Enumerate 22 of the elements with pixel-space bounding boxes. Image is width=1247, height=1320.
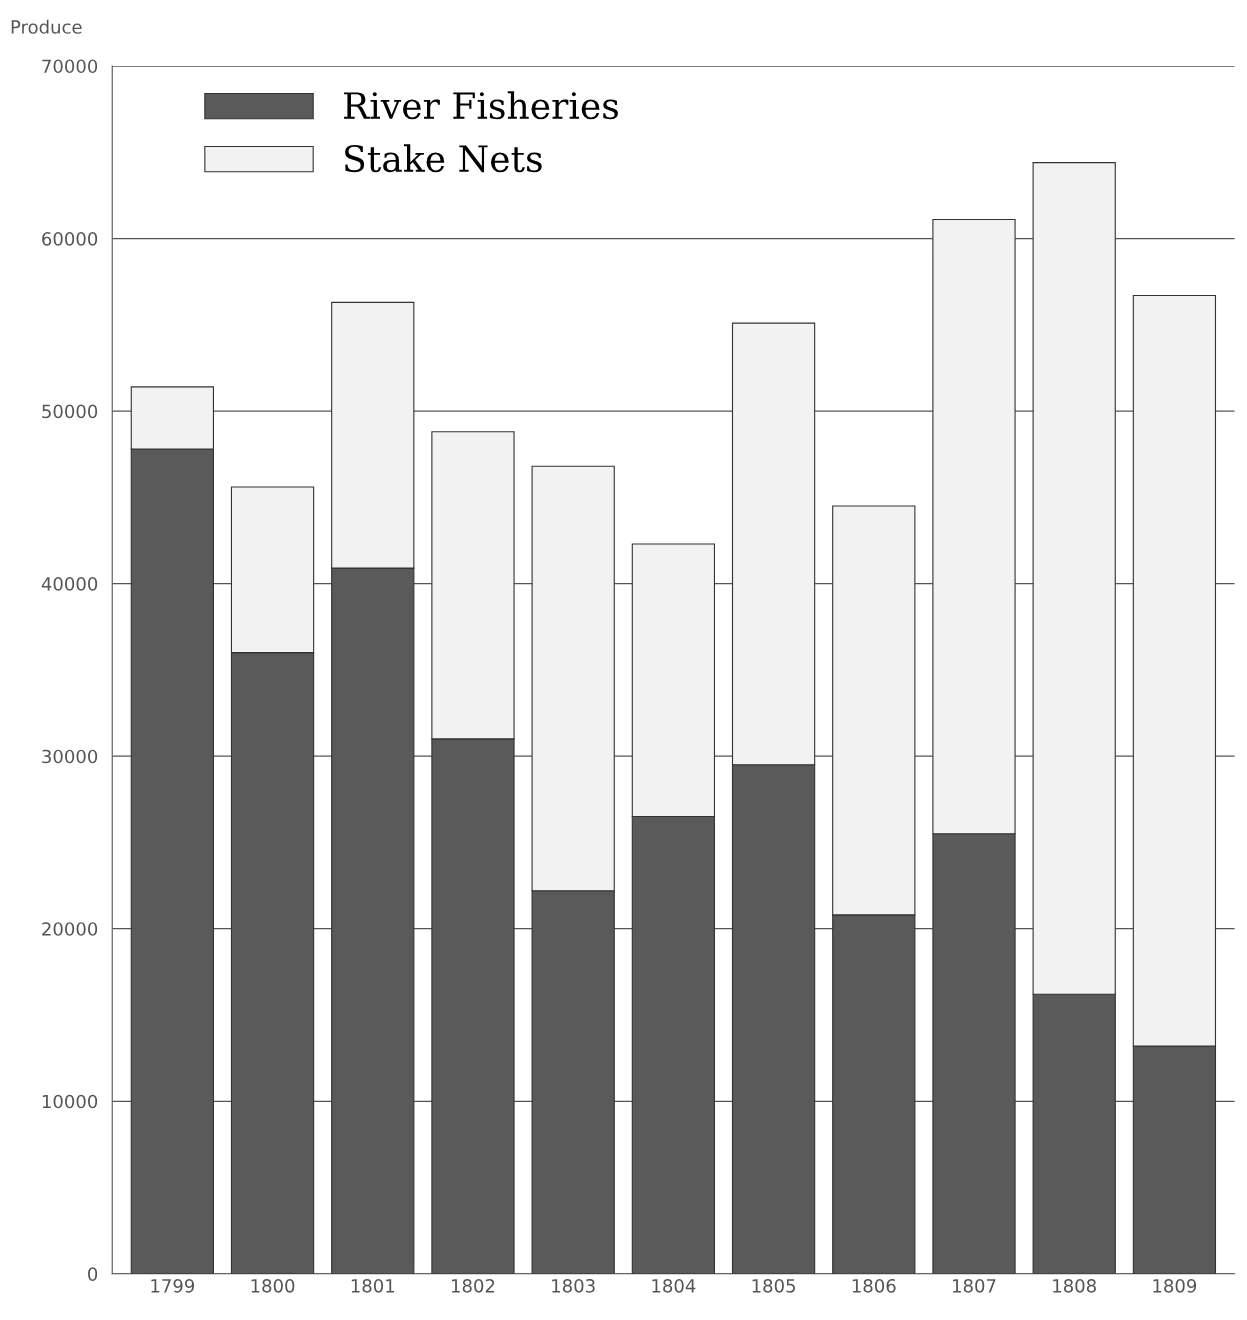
- y-tick-label: 40000: [41, 577, 98, 591]
- y-tick-label: 70000: [42, 59, 98, 74]
- y-tick-label: 20000: [42, 922, 98, 936]
- x-tick-label: 1808: [1053, 1278, 1096, 1293]
- legend-label: River Fisheries: [344, 91, 618, 120]
- x-tick-label: 1804: [652, 1278, 696, 1293]
- y-tick-label: 50000: [42, 404, 98, 419]
- x-tick-label: 1800: [251, 1278, 295, 1293]
- x-tick-label: 1809: [1153, 1278, 1197, 1293]
- x-tick-label: 1799: [151, 1278, 195, 1293]
- y-tick-label: 0: [88, 1267, 98, 1281]
- y-axis-title: Produce: [11, 19, 82, 34]
- x-tick-label: 1806: [852, 1278, 896, 1293]
- y-tick-label: 60000: [42, 232, 98, 246]
- x-tick-label: 1805: [752, 1278, 795, 1293]
- x-tick-label: 1807: [953, 1278, 996, 1293]
- x-tick-label: 1802: [451, 1278, 495, 1293]
- x-tick-label: 1803: [552, 1278, 595, 1293]
- legend-label: Stake Nets: [345, 144, 542, 173]
- y-tick-label: 10000: [42, 1094, 98, 1109]
- x-tick-label: 1801: [351, 1278, 395, 1293]
- y-tick-label: 30000: [42, 749, 98, 764]
